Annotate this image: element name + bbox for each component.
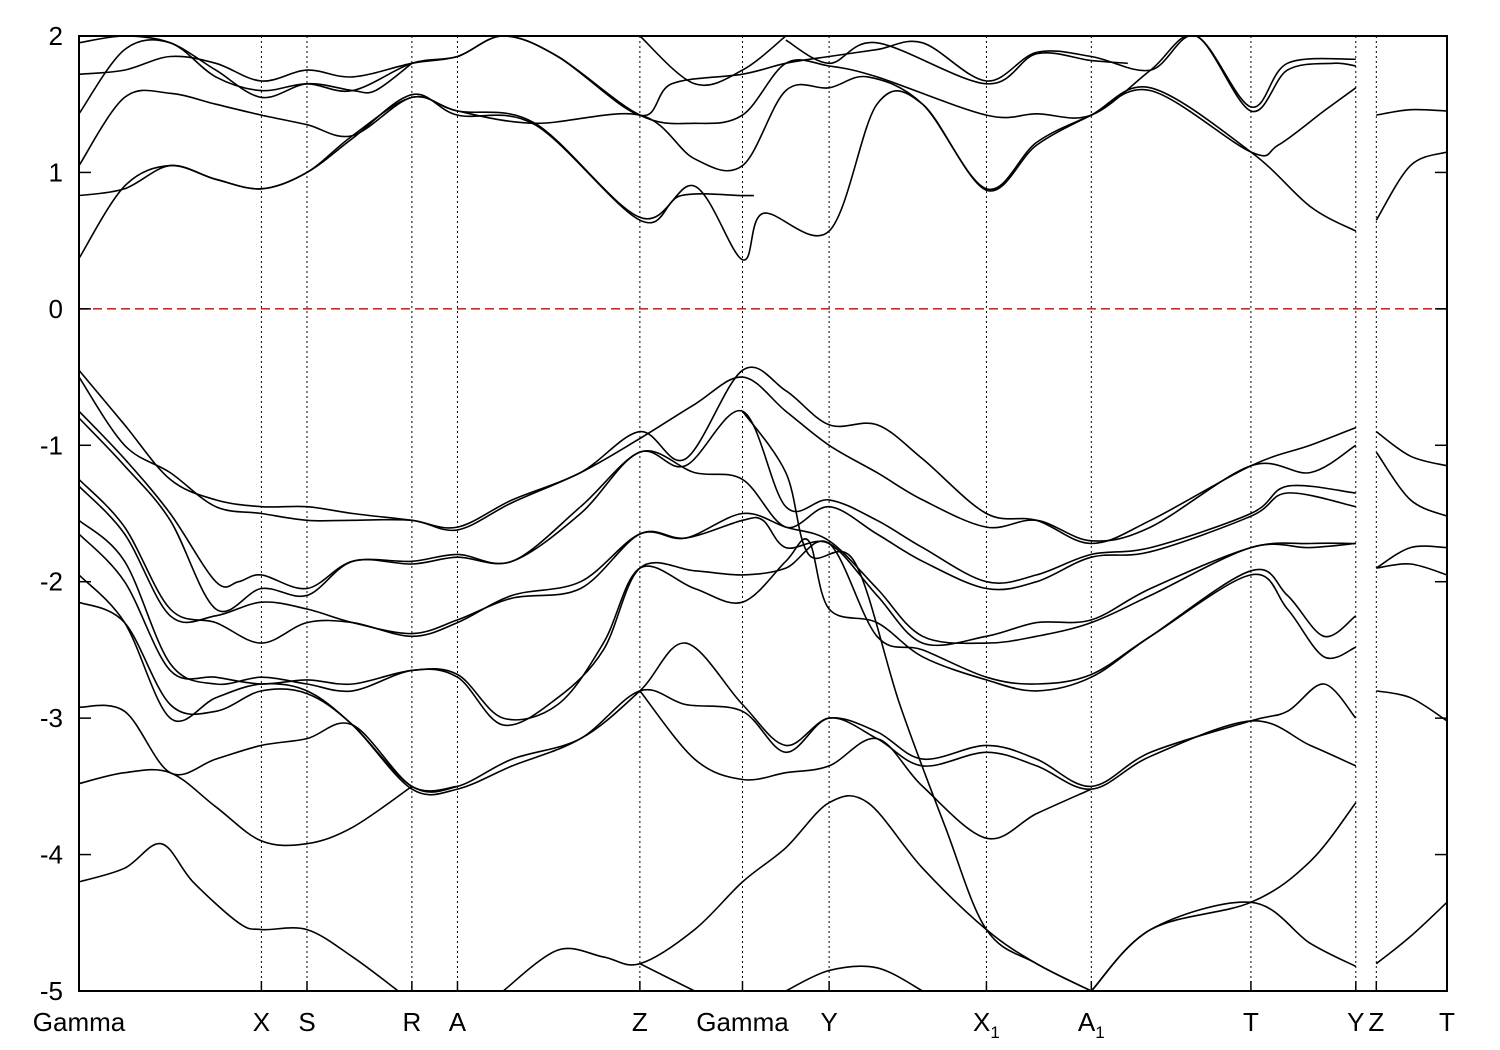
band-line-8	[1376, 108, 1447, 116]
band-line-10	[79, 366, 1357, 545]
band-line-9	[1375, 151, 1447, 221]
band-line-13	[79, 417, 1356, 613]
band-line-19	[79, 601, 1357, 796]
high-symmetry-gridlines	[260, 36, 1377, 991]
band-line-2	[79, 75, 1357, 191]
band-line-14	[79, 478, 1356, 645]
band-line-12	[79, 410, 1356, 590]
band-line-1	[79, 86, 1357, 261]
x-tick-label: A	[449, 1007, 467, 1037]
band-line-29	[1090, 901, 1357, 991]
band-line-6	[639, 36, 787, 86]
band-line-23	[741, 410, 1092, 991]
band-line-21	[79, 768, 413, 847]
x-tick-label: T	[1243, 1007, 1259, 1037]
y-axis: 2 1 0 -1 -2 -3 -4 -5	[40, 21, 1447, 1006]
band-line-28	[1090, 802, 1357, 991]
x-tick-label: R	[402, 1007, 421, 1037]
band-line-11	[79, 376, 1357, 542]
band-line-33	[1375, 545, 1447, 569]
band-line-17	[79, 533, 1357, 721]
band-line-27	[785, 965, 923, 991]
band-line-30	[1375, 430, 1447, 467]
plot-frame	[78, 35, 1448, 992]
y-tick-label: -1	[40, 430, 63, 460]
x-tick-label: Gamma	[33, 1007, 126, 1037]
band-line-3	[79, 36, 1356, 125]
x-tick-label: Gamma	[696, 1007, 789, 1037]
x-tick-label: S	[298, 1007, 315, 1037]
y-tick-label: 1	[49, 157, 63, 187]
x-tick-label: Z	[632, 1007, 648, 1037]
band-line-24	[79, 842, 399, 991]
band-line-25	[502, 795, 1092, 991]
x-tick-label: Z	[1368, 1007, 1384, 1037]
band-line-26	[639, 962, 695, 991]
band-line-22	[639, 690, 1092, 840]
band-lines	[79, 36, 1447, 991]
band-line-0	[79, 93, 754, 259]
band-line-31	[1375, 451, 1447, 517]
x-tick-label: Y	[1347, 1007, 1364, 1037]
band-line-20	[79, 704, 458, 792]
band-line-16	[79, 519, 1357, 727]
band-line-18	[79, 574, 1357, 793]
x-tick-label: A1	[1078, 1007, 1105, 1042]
x-tick-label: X	[253, 1007, 270, 1037]
y-tick-label: -5	[40, 976, 63, 1006]
y-tick-label: 0	[49, 294, 63, 324]
y-tick-label: -4	[40, 840, 63, 870]
y-tick-label: 2	[49, 21, 63, 51]
band-line-7	[785, 39, 1128, 85]
x-tick-label: T	[1439, 1007, 1455, 1037]
y-tick-label: -3	[40, 703, 63, 733]
x-axis: Gamma X S R A Z Gamma Y X1 A1 T Y Z T	[33, 981, 1455, 1042]
band-line-34	[1376, 690, 1447, 722]
y-tick-label: -2	[40, 567, 63, 597]
band-line-32	[1376, 563, 1447, 576]
band-line-4	[79, 36, 1356, 117]
band-line-15	[79, 485, 1356, 647]
x-tick-label: Y	[820, 1007, 837, 1037]
band-line-35	[1375, 901, 1447, 965]
x-tick-label: X1	[973, 1007, 1000, 1042]
